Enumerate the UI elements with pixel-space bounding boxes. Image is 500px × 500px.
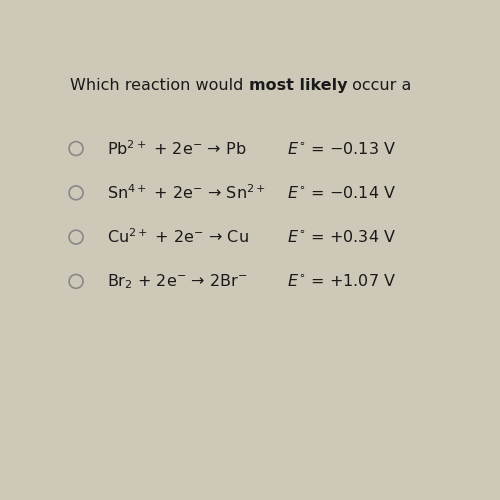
Text: Which reaction would: Which reaction would — [70, 78, 249, 92]
Text: Sn$^{4+}$ + 2e$^{-}$ → Sn$^{2+}$: Sn$^{4+}$ + 2e$^{-}$ → Sn$^{2+}$ — [107, 184, 266, 202]
Text: Pb$^{2+}$ + 2e$^{-}$ → Pb: Pb$^{2+}$ + 2e$^{-}$ → Pb — [107, 139, 246, 158]
Text: most likely: most likely — [249, 78, 347, 92]
Text: occur a: occur a — [347, 78, 412, 92]
Text: $\mathit{E}^{\circ}$ = +0.34 V: $\mathit{E}^{\circ}$ = +0.34 V — [287, 229, 397, 245]
Circle shape — [69, 186, 83, 200]
Text: $\mathit{E}^{\circ}$ = +1.07 V: $\mathit{E}^{\circ}$ = +1.07 V — [287, 274, 397, 289]
Circle shape — [69, 274, 83, 288]
Text: Cu$^{2+}$ + 2e$^{-}$ → Cu: Cu$^{2+}$ + 2e$^{-}$ → Cu — [107, 228, 249, 246]
Text: $\mathit{E}^{\circ}$ = −0.13 V: $\mathit{E}^{\circ}$ = −0.13 V — [287, 140, 397, 156]
Circle shape — [69, 142, 83, 156]
Circle shape — [69, 230, 83, 244]
Text: Br$_2$ + 2e$^{-}$ → 2Br$^{-}$: Br$_2$ + 2e$^{-}$ → 2Br$^{-}$ — [107, 272, 248, 290]
Text: $\mathit{E}^{\circ}$ = −0.14 V: $\mathit{E}^{\circ}$ = −0.14 V — [287, 185, 397, 201]
